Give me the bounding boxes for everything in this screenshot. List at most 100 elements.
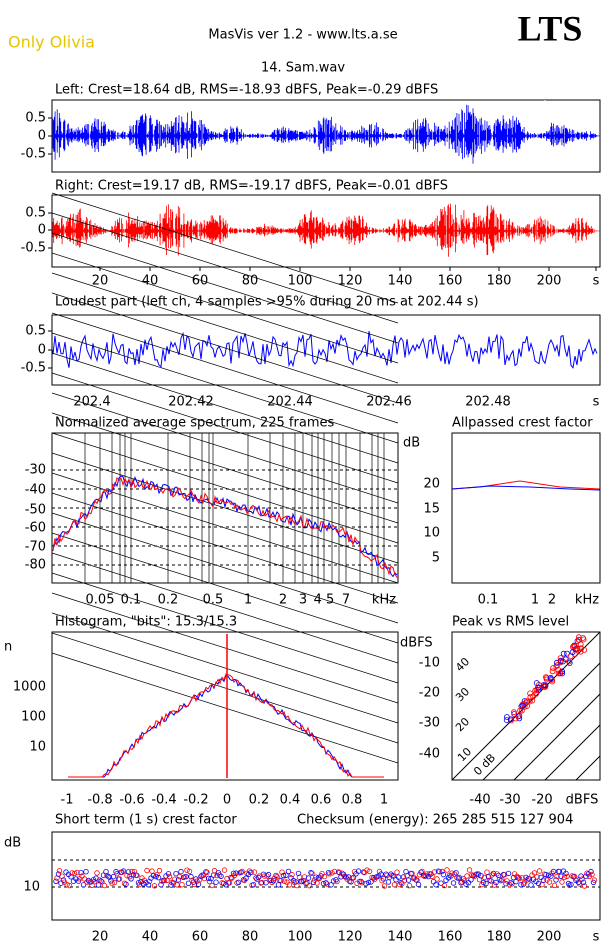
crest-point — [420, 872, 427, 879]
y-tick-label: 0 — [38, 223, 46, 238]
crest-point — [134, 872, 140, 879]
crest-point — [264, 873, 270, 879]
crest-point — [64, 881, 70, 888]
crest-point — [308, 869, 314, 876]
crest-point — [188, 873, 194, 880]
x-tick-label: 0.2 — [158, 593, 179, 608]
x-tick-label: 180 — [487, 930, 512, 945]
crest-point — [356, 878, 363, 885]
y-tick-label: -60 — [25, 521, 46, 536]
x-tick-label: 40 — [142, 274, 159, 289]
level-point — [560, 650, 567, 657]
x-tick-label: s — [593, 395, 600, 410]
crest-point — [409, 870, 415, 877]
crest-point — [543, 872, 549, 878]
level-point — [543, 675, 550, 681]
spectrum-curve — [52, 476, 398, 578]
crest-point — [526, 876, 533, 882]
x-tick-label: 200 — [537, 274, 562, 289]
crest-point — [178, 868, 184, 875]
x-tick-label: 4 5 — [314, 593, 335, 608]
crest-point — [405, 877, 412, 883]
level-point — [555, 667, 562, 673]
crest-point — [131, 869, 138, 875]
x-tick-label: 202.48 — [465, 395, 511, 410]
plot-frame — [451, 432, 601, 584]
crest-point — [403, 869, 409, 875]
crest-point — [578, 873, 584, 879]
crest-point — [165, 871, 172, 877]
grid-diagonal — [51, 232, 399, 344]
panel-title: Short term (1 s) crest factor — [55, 813, 237, 828]
allpass-curve — [451, 480, 601, 490]
crest-point — [331, 868, 338, 875]
crest-point — [238, 869, 244, 875]
histogram-curve — [68, 675, 384, 778]
y-tick-label: -0.5 — [21, 241, 46, 256]
logo: LTS — [518, 8, 583, 48]
level-point — [566, 658, 572, 665]
crest-point — [306, 883, 313, 889]
level-point — [536, 684, 543, 691]
crest-point — [385, 879, 392, 885]
crest-point — [391, 882, 398, 888]
level-point — [503, 717, 510, 723]
x-tick-label: -0.2 — [183, 793, 208, 808]
crest-point — [269, 879, 275, 885]
crest-point — [508, 880, 514, 886]
crest-point — [273, 872, 279, 879]
grid-diagonal — [51, 632, 399, 744]
crest-point — [194, 878, 200, 884]
crest-point — [381, 883, 388, 889]
crest-point — [221, 867, 228, 873]
crest-point — [243, 875, 249, 881]
crest-point — [515, 875, 522, 881]
crest-point — [209, 882, 215, 889]
y-tick-label: -40 — [25, 483, 46, 498]
x-tick-label: 202.42 — [168, 395, 214, 410]
y-tick-label: 0 — [38, 129, 46, 144]
x-tick-label: 1 — [531, 593, 539, 608]
crest-point — [591, 877, 598, 883]
x-tick-label: 0.1 — [121, 593, 142, 608]
crest-point — [69, 870, 75, 876]
level-point — [577, 641, 584, 648]
crest-point — [436, 869, 443, 875]
crest-point — [489, 872, 495, 878]
panel-title: Loudest part (left ch, 4 samples >95% du… — [55, 295, 479, 310]
crest-point — [401, 877, 408, 884]
crest-point — [95, 882, 102, 888]
crest-point — [203, 869, 209, 875]
crest-point — [150, 872, 157, 879]
crest-point — [205, 875, 212, 882]
crest-point — [326, 871, 333, 877]
crest-point — [320, 880, 327, 887]
crest-point — [490, 870, 497, 877]
crest-point — [208, 875, 214, 882]
level-point — [574, 646, 580, 652]
x-tick-label: 160 — [438, 930, 463, 945]
level-point — [529, 697, 536, 704]
crest-point — [226, 880, 233, 886]
crest-point — [495, 872, 502, 879]
y-tick-label: -20 — [419, 686, 440, 701]
x-tick-label: s — [593, 930, 600, 945]
crest-point — [89, 882, 95, 888]
plot-frame — [51, 314, 601, 386]
crest-point — [116, 876, 123, 882]
grid-diagonal — [51, 292, 399, 404]
crest-point — [71, 870, 78, 877]
crest-point — [480, 879, 487, 886]
crest-point — [380, 876, 387, 882]
crest-point — [235, 879, 242, 885]
axis-unit: n — [4, 640, 12, 655]
crest-point — [406, 883, 413, 889]
y-tick-label: -30 — [419, 716, 440, 731]
histogram-curve — [68, 673, 384, 778]
grid-diagonal — [51, 592, 399, 704]
x-tick-label: 60 — [192, 930, 209, 945]
crest-point — [481, 874, 488, 881]
crest-point — [286, 882, 293, 888]
axis-unit: dBFS — [400, 636, 433, 651]
x-tick-label: -40 — [469, 793, 490, 808]
